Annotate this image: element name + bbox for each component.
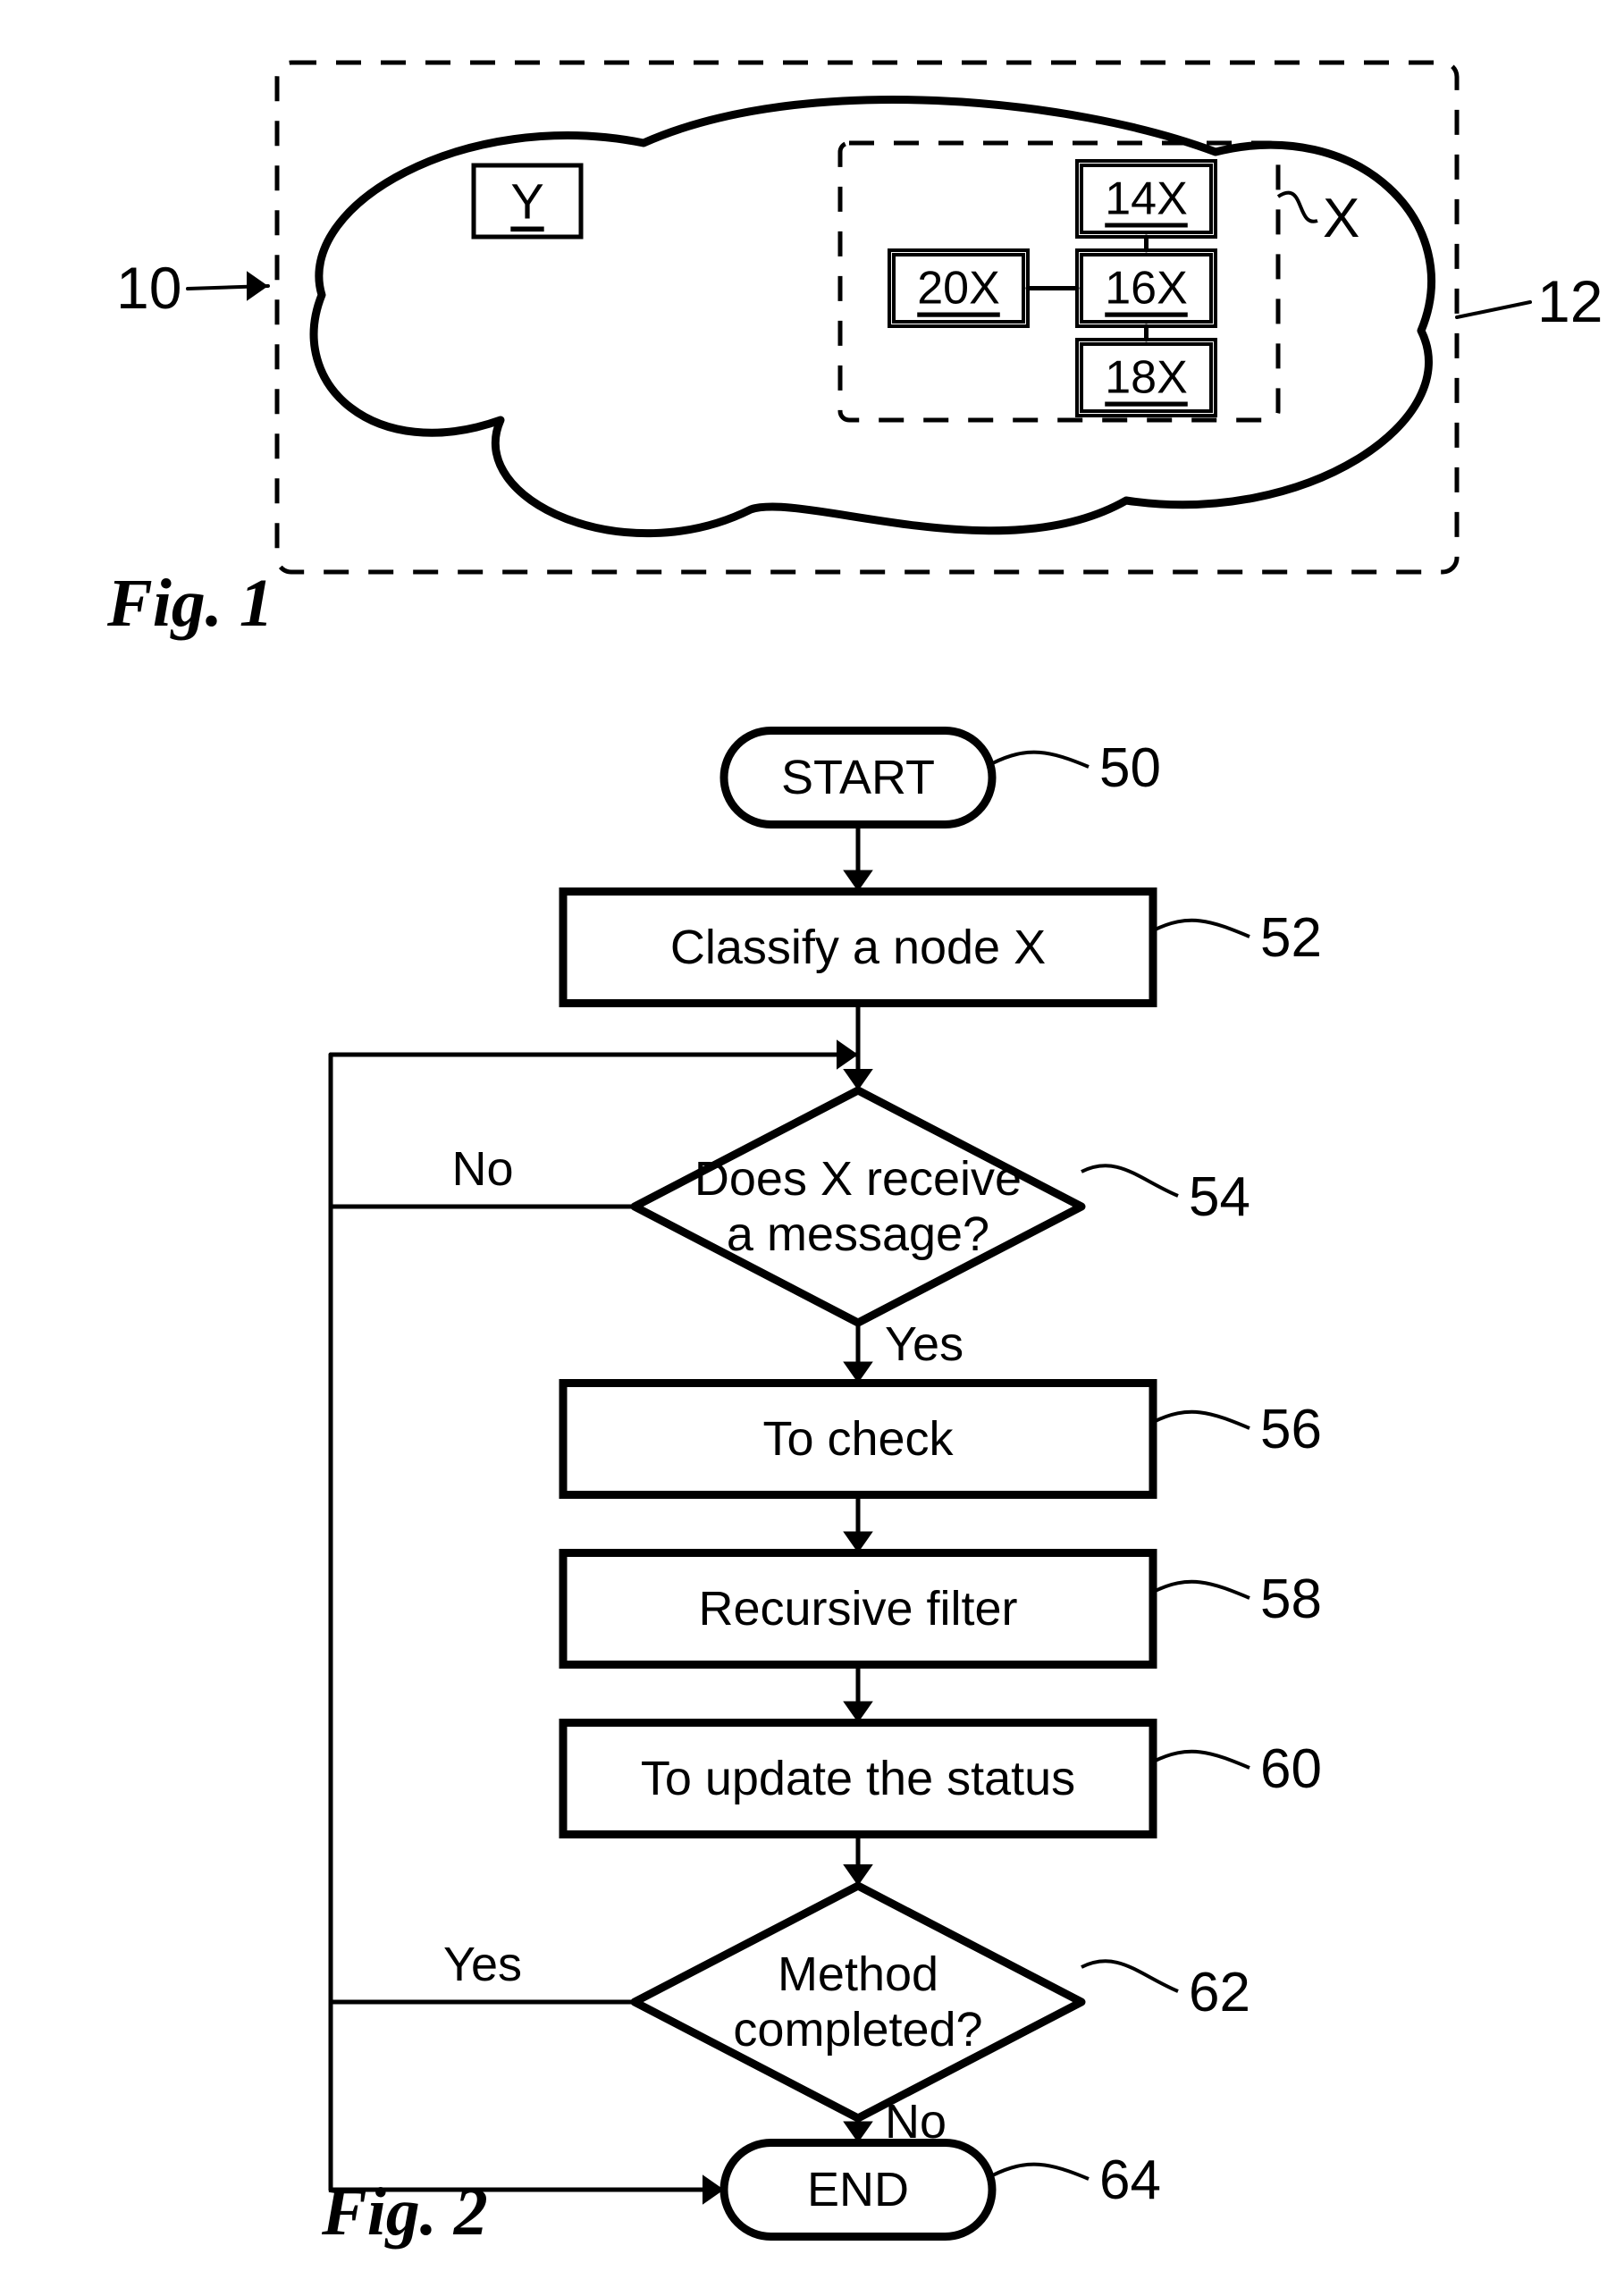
fig2: START 50 Classify a node X 52 Does X receive… [321,731,1322,2250]
ref-50: 50 [1099,737,1161,799]
ref-60: 60 [1260,1738,1322,1800]
node-done: Methodcompleted?62 [635,1886,1250,2118]
ref-56: 56 [1260,1399,1322,1460]
ref-10: 10 [116,255,181,321]
block-18X-label: 18X [1105,352,1188,404]
node-classify: Classify a node X 52 [563,892,1322,1004]
node-Y-label: Y [510,173,543,230]
label-X: X [1323,188,1359,249]
node-recv: Does X receivea message?54 [635,1090,1250,1323]
ref-12: 12 [1537,268,1603,334]
edge-no: No [451,1142,513,1196]
edge-label: No [885,2095,947,2149]
block-14X-label: 14X [1105,173,1188,225]
ref-58: 58 [1260,1569,1322,1630]
node-start-label: START [781,751,935,804]
fig1: Y X 14X 16X 18X 20X 10 12 Fig. 1 [106,63,1603,641]
node-update: To update the status 60 [563,1723,1322,1835]
node-update-label: To update the status [641,1752,1075,1805]
node-end-label: END [807,2163,909,2216]
block-20X-label: 20X [917,263,1000,315]
node-end: END 64 [724,2143,1161,2237]
ref-52: 52 [1260,907,1322,969]
node-check: To check 56 [563,1384,1322,1495]
edge-yes: Yes [443,1938,522,1991]
ref-54: 54 [1189,1166,1250,1228]
fig2-caption: Fig. 2 [321,2174,488,2250]
edge-label: Yes [885,1317,963,1371]
node-filter: Recursive filter 58 [563,1553,1322,1665]
ref-64: 64 [1099,2149,1161,2211]
ref-62: 62 [1189,1962,1250,2023]
node-filter-label: Recursive filter [698,1582,1017,1636]
node-start: START 50 [724,731,1161,825]
node-check-label: To check [762,1412,954,1466]
block-16X-label: 16X [1105,263,1188,315]
fig1-caption: Fig. 1 [106,566,273,641]
node-classify-label: Classify a node X [670,921,1046,974]
